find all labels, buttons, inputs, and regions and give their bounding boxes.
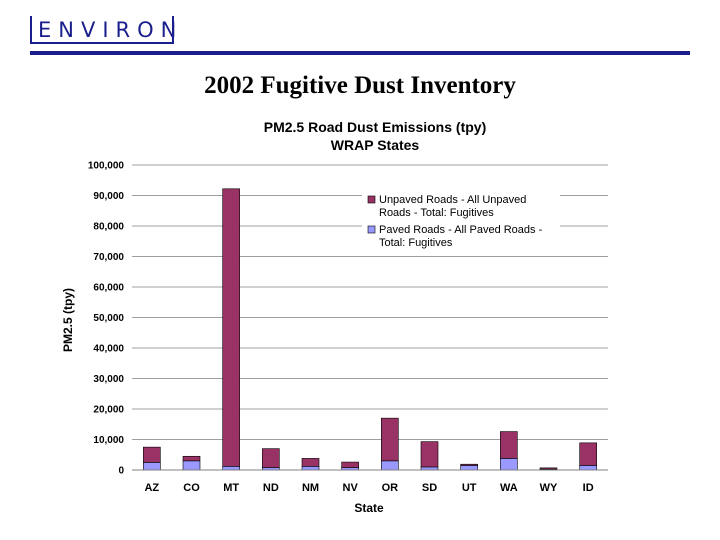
environ-logo: ENVIRON <box>30 16 184 44</box>
bar-paved-co <box>182 460 201 471</box>
bar-paved-nm <box>301 466 320 471</box>
y-axis-ticks: 0 10,000 20,000 30,000 40,000 50,000 60,000 70,… <box>88 161 125 477</box>
x-tick-label: AZ <box>144 482 159 494</box>
slide-title: 2002 Fugitive Dust Inventory <box>204 72 516 99</box>
bar-unpaved-nm <box>301 458 320 467</box>
legend: Unpaved Roads - All Unpaved Roads - Tota… <box>362 190 560 252</box>
bar-unpaved-az <box>143 446 161 463</box>
x-tick-label: CO <box>183 482 200 494</box>
gridlines <box>132 164 608 440</box>
bar-unpaved-nd <box>262 448 280 468</box>
x-axis-label: State <box>354 501 384 515</box>
legend-background <box>362 190 560 252</box>
bars <box>143 188 597 471</box>
x-axis-categories: AZ CO MT ND NM NV OR SD UT WA WY ID <box>144 482 593 494</box>
x-tick-label: ND <box>263 482 279 494</box>
legend-label-paved-line2: Total: Fugitives <box>379 237 453 249</box>
header-rule <box>30 51 690 55</box>
y-tick-label: 70,000 <box>93 252 124 263</box>
chart-subtitle: WRAP States <box>331 137 420 153</box>
bar-unpaved-wa <box>500 431 518 459</box>
y-tick-label: 30,000 <box>93 374 124 385</box>
legend-label-unpaved-line1: Unpaved Roads - All Unpaved <box>379 194 526 206</box>
x-tick-label: UT <box>462 482 477 494</box>
bar-paved-id <box>579 465 597 471</box>
legend-label-paved-line1: Paved Roads - All Paved Roads - <box>379 224 543 236</box>
bar-paved-mt <box>222 466 240 471</box>
y-tick-label: 10,000 <box>93 435 124 446</box>
x-tick-label: OR <box>382 482 399 494</box>
bar-unpaved-co <box>182 455 201 462</box>
y-tick-label: 100,000 <box>88 161 125 172</box>
x-tick-label: SD <box>422 482 437 494</box>
bar-unpaved-id <box>579 442 597 466</box>
x-tick-label: MT <box>223 482 239 494</box>
x-tick-label: WA <box>500 482 518 494</box>
y-tick-label: 80,000 <box>93 222 124 233</box>
bar-paved-wa <box>500 458 518 471</box>
bar-unpaved-sd <box>420 441 439 468</box>
legend-label-unpaved-line2: Roads - Total: Fugitives <box>379 207 494 219</box>
bar-unpaved-wy <box>539 467 558 470</box>
chart-title: PM2.5 Road Dust Emissions (tpy) <box>264 119 486 135</box>
bar-unpaved-nv <box>341 461 359 468</box>
x-tick-label: NV <box>343 482 359 494</box>
bar-paved-az <box>143 462 161 471</box>
y-tick-label: 60,000 <box>93 283 124 294</box>
y-tick-label: 0 <box>118 466 124 477</box>
y-axis-label: PM2.5 (tpy) <box>61 288 75 352</box>
x-tick-label: ID <box>583 482 594 494</box>
y-tick-label: 40,000 <box>93 344 124 355</box>
bar-paved-or <box>381 460 399 471</box>
x-tick-label: NM <box>302 482 319 494</box>
bar-unpaved-mt <box>222 188 240 467</box>
x-tick-label: WY <box>540 482 558 494</box>
legend-swatch-paved <box>367 225 376 234</box>
bar-unpaved-ut <box>460 463 478 466</box>
legend-swatch-unpaved <box>367 195 376 204</box>
y-tick-label: 50,000 <box>93 313 124 324</box>
bar-unpaved-or <box>381 417 399 462</box>
y-tick-label: 20,000 <box>93 405 124 416</box>
logo-text: ENVIRON <box>38 18 184 42</box>
bar-paved-ut <box>460 465 478 471</box>
y-tick-label: 90,000 <box>93 191 124 202</box>
